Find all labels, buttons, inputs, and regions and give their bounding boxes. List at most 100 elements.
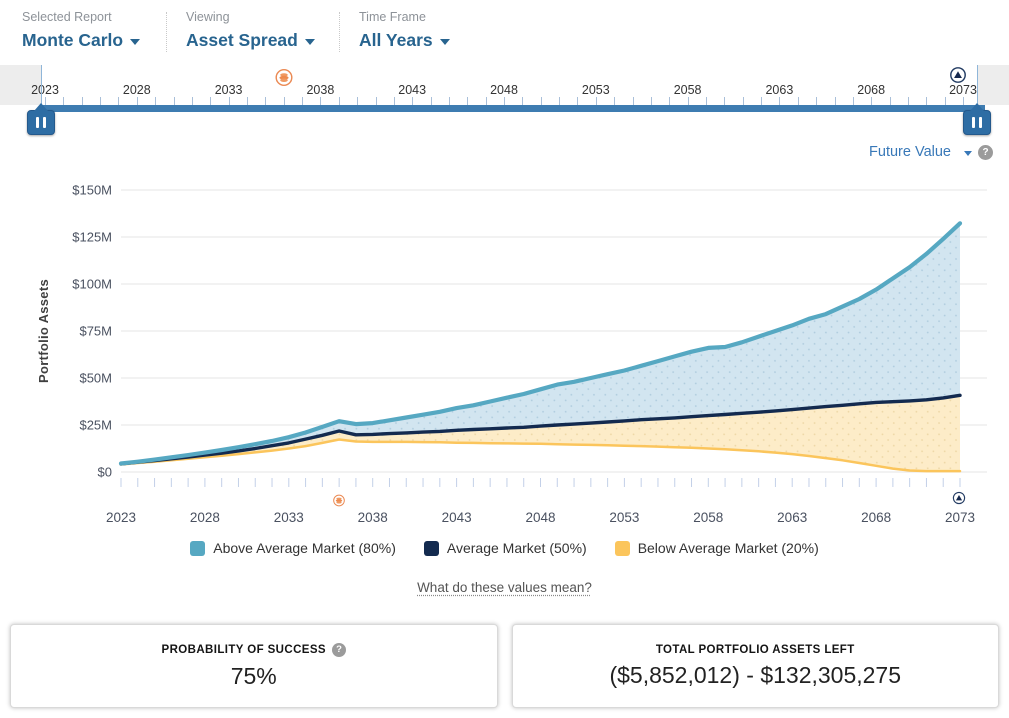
- svg-text:$100M: $100M: [72, 277, 112, 292]
- slider-year-label: 2053: [581, 83, 610, 97]
- legend-item-below-average[interactable]: Below Average Market (20%): [614, 540, 819, 556]
- timeline-slider[interactable]: 2023 2028 2033 2038 2043 2048 2053 2058 2063 2068…: [0, 64, 1009, 136]
- header-divider: [339, 12, 340, 52]
- end-of-plan-marker-icon[interactable]: [949, 66, 967, 84]
- timeframe-selector: Time Frame All Years: [359, 10, 450, 51]
- slider-tick: [687, 97, 689, 105]
- slider-tick: [338, 97, 340, 105]
- total-portfolio-assets-card: TOTAL PORTFOLIO ASSETS LEFT ($5,852,012)…: [511, 624, 999, 708]
- slider-tick: [779, 97, 781, 105]
- viewing-selector: Viewing Asset Spread: [186, 10, 315, 51]
- header-divider: [166, 12, 167, 52]
- svg-text:$150M: $150M: [72, 183, 112, 198]
- viewing-selector-value[interactable]: Asset Spread: [186, 30, 315, 51]
- help-icon[interactable]: ?: [332, 642, 346, 657]
- slider-tick: [467, 97, 469, 105]
- slider-tick: [228, 97, 230, 105]
- svg-text:Portfolio Assets: Portfolio Assets: [36, 279, 51, 383]
- slider-tick: [173, 97, 175, 105]
- slider-tick: [797, 97, 799, 105]
- handle-pointer: [34, 103, 48, 111]
- slider-tick: [155, 97, 157, 105]
- slider-tick: [540, 97, 542, 105]
- pause-icon: [972, 117, 975, 128]
- svg-text:$125M: $125M: [72, 230, 112, 245]
- slider-tick: [761, 97, 762, 105]
- probability-card-value: 75%: [230, 662, 277, 689]
- slider-year-label: 2068: [857, 83, 886, 97]
- svg-text:2063: 2063: [777, 510, 807, 525]
- report-selector-text: Monte Carlo: [22, 30, 124, 50]
- report-selector: Selected Report Monte Carlo: [22, 10, 141, 51]
- assets-card-title: TOTAL PORTFOLIO ASSETS LEFT: [655, 643, 855, 656]
- slider-tick: [136, 97, 138, 105]
- legend-item-above-average[interactable]: Above Average Market (80%): [190, 540, 396, 556]
- below-average-swatch-icon: [614, 540, 630, 556]
- handle-pointer: [970, 103, 984, 111]
- values-explainer-link[interactable]: What do these values mean?: [417, 580, 592, 595]
- slider-tick: [724, 97, 726, 105]
- timeframe-selector-label: Time Frame: [359, 10, 426, 24]
- slider-track[interactable]: [41, 105, 985, 112]
- legend-label: Above Average Market (80%): [213, 540, 396, 556]
- svg-text:2043: 2043: [442, 510, 472, 525]
- slider-tick: [100, 97, 102, 105]
- future-value-selector[interactable]: Future Value ?: [869, 144, 993, 160]
- legend-item-average[interactable]: Average Market (50%): [423, 540, 587, 556]
- slider-tick: [448, 97, 450, 105]
- slider-tick: [357, 97, 359, 105]
- slider-tick: [118, 97, 120, 105]
- slider-tick: [320, 97, 322, 105]
- probability-card-title: PROBABILITY OF SUCCESS: [161, 643, 326, 656]
- timeframe-selector-value[interactable]: All Years: [359, 30, 450, 51]
- assets-card-value: ($5,852,012) - $132,305,275: [609, 661, 902, 688]
- end-of-plan-axis-marker-icon[interactable]: [952, 491, 966, 505]
- caret-down-icon: [304, 39, 315, 45]
- report-selector-label: Selected Report: [22, 10, 112, 24]
- svg-text:2068: 2068: [861, 510, 891, 525]
- retirement-marker-icon[interactable]: [274, 68, 293, 87]
- retirement-axis-marker-icon[interactable]: [333, 494, 346, 507]
- average-swatch-icon: [423, 540, 439, 556]
- slider-tick: [706, 97, 707, 105]
- svg-text:2053: 2053: [609, 510, 639, 525]
- slider-tick: [669, 97, 671, 105]
- svg-text:$75M: $75M: [79, 324, 112, 339]
- slider-year-label: 2063: [765, 83, 794, 97]
- caret-down-icon: [439, 39, 450, 45]
- future-value-label: Future Value: [869, 144, 951, 160]
- slider-tick: [63, 97, 65, 105]
- svg-text:2028: 2028: [190, 510, 220, 525]
- slider-year-label: 2073: [949, 83, 977, 97]
- slider-tick: [247, 97, 248, 105]
- slider-tick: [81, 97, 83, 105]
- summary-cards: PROBABILITY OF SUCCESS ? 75% TOTAL PORTF…: [10, 624, 999, 708]
- svg-text:2038: 2038: [358, 510, 388, 525]
- slider-tick: [871, 97, 873, 105]
- slider-tick: [265, 97, 267, 105]
- monte-carlo-chart: $0 $25M $50M $75M $100M $125M $150M Portfolio A…: [36, 183, 987, 525]
- slider-tick: [559, 97, 561, 105]
- slider-tick: [963, 97, 964, 105]
- legend-label: Below Average Market (20%): [637, 540, 819, 556]
- help-icon[interactable]: ?: [978, 144, 993, 160]
- slider-tick: [45, 97, 46, 105]
- slider-tick: [577, 97, 579, 105]
- caret-down-icon: [130, 39, 141, 45]
- report-selector-value[interactable]: Monte Carlo: [22, 30, 141, 51]
- slider-tick: [504, 97, 505, 105]
- caret-down-icon: [964, 151, 972, 156]
- slider-tick: [614, 97, 616, 105]
- slider-year-label: 2033: [214, 83, 243, 97]
- slider-year-label: 2028: [122, 83, 151, 97]
- slider-tick: [485, 97, 487, 105]
- slider-tick: [889, 97, 891, 105]
- slider-tick: [926, 97, 928, 105]
- slider-tick: [650, 97, 652, 105]
- slider-tick: [430, 97, 432, 105]
- slider-tick: [191, 97, 193, 105]
- slider-handle-right[interactable]: [963, 103, 991, 135]
- slider-tick: [852, 97, 854, 105]
- slider-range-end-line: [977, 65, 978, 112]
- slider-handle-left[interactable]: [27, 103, 55, 135]
